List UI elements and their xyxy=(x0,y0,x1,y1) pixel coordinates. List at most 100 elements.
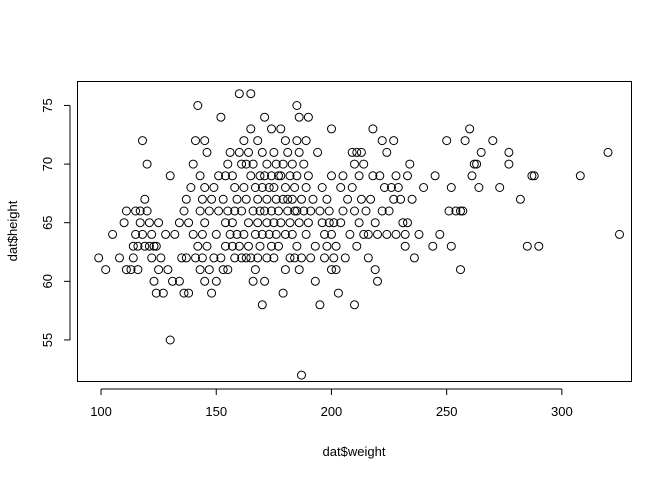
data-point xyxy=(262,218,272,228)
data-point xyxy=(350,300,359,310)
data-point xyxy=(138,136,147,146)
data-point xyxy=(149,276,159,286)
data-point xyxy=(269,253,279,263)
data-point xyxy=(165,335,175,345)
data-point xyxy=(131,229,141,239)
data-point xyxy=(354,171,364,181)
data-point xyxy=(327,124,336,134)
data-point xyxy=(163,265,173,275)
data-point xyxy=(467,171,477,181)
data-point xyxy=(271,229,281,239)
data-point xyxy=(405,159,415,169)
data-point xyxy=(446,241,456,251)
data-point xyxy=(474,183,484,192)
data-point xyxy=(184,288,194,298)
data-point xyxy=(138,229,147,239)
data-point xyxy=(292,241,302,251)
data-point xyxy=(246,124,256,134)
data-point xyxy=(287,194,297,204)
data-point xyxy=(271,194,281,204)
data-point xyxy=(389,136,399,146)
data-point xyxy=(230,183,240,192)
data-point xyxy=(359,159,369,169)
data-point xyxy=(126,265,136,275)
data-point xyxy=(209,183,219,192)
data-point xyxy=(248,159,258,169)
plot-frame xyxy=(77,81,632,382)
data-point xyxy=(207,288,217,298)
data-point xyxy=(174,276,184,286)
data-point xyxy=(522,241,532,251)
data-point xyxy=(234,147,244,157)
data-point xyxy=(260,206,270,216)
data-point xyxy=(223,206,233,216)
data-point xyxy=(435,229,445,239)
data-point xyxy=(308,194,318,204)
data-point xyxy=(331,265,341,275)
data-point xyxy=(350,159,359,169)
data-point xyxy=(356,194,366,204)
data-point xyxy=(285,171,295,181)
data-point xyxy=(216,112,226,122)
data-point xyxy=(354,218,364,228)
data-point xyxy=(237,206,247,216)
data-point xyxy=(292,171,302,181)
data-point xyxy=(366,194,376,204)
data-point xyxy=(382,229,392,239)
data-point xyxy=(223,159,233,169)
data-point xyxy=(197,253,207,263)
data-point xyxy=(276,171,286,181)
data-point xyxy=(174,218,184,228)
data-point xyxy=(147,253,157,263)
data-point xyxy=(253,218,263,228)
data-point xyxy=(456,206,465,216)
data-point xyxy=(260,112,270,122)
data-point xyxy=(193,241,203,251)
data-point xyxy=(121,265,131,275)
data-point xyxy=(218,194,228,204)
data-point xyxy=(140,241,150,251)
data-point xyxy=(297,253,306,263)
data-point xyxy=(234,241,244,251)
data-point xyxy=(495,183,505,192)
data-point xyxy=(267,241,276,251)
data-point xyxy=(603,147,613,157)
data-point xyxy=(197,194,207,204)
data-point xyxy=(214,171,224,181)
data-point xyxy=(345,229,355,239)
data-point xyxy=(232,194,242,204)
data-point xyxy=(322,194,332,204)
data-point xyxy=(287,159,297,169)
data-point xyxy=(400,241,410,251)
data-point xyxy=(262,194,272,204)
data-point xyxy=(195,171,205,181)
data-point xyxy=(301,136,311,146)
data-point xyxy=(200,276,210,286)
data-point xyxy=(278,159,288,169)
data-point xyxy=(257,229,267,239)
data-point xyxy=(156,253,166,263)
data-point xyxy=(407,194,417,204)
data-point xyxy=(370,218,380,228)
data-point xyxy=(191,253,200,263)
data-point xyxy=(283,206,293,216)
data-point xyxy=(227,218,237,228)
data-point xyxy=(193,101,203,110)
data-point xyxy=(329,253,339,263)
data-point xyxy=(460,136,470,146)
data-point xyxy=(218,265,228,275)
data-point xyxy=(241,159,251,169)
data-point xyxy=(375,171,385,181)
data-point xyxy=(257,183,267,192)
data-point xyxy=(469,159,479,169)
data-point xyxy=(168,276,177,286)
data-point xyxy=(250,265,260,275)
data-point xyxy=(250,183,260,192)
data-point xyxy=(356,147,366,157)
data-point xyxy=(615,229,624,239)
data-point xyxy=(221,218,230,228)
data-point xyxy=(368,171,378,181)
data-point xyxy=(246,253,256,263)
data-point xyxy=(297,370,306,380)
data-point xyxy=(246,89,256,99)
